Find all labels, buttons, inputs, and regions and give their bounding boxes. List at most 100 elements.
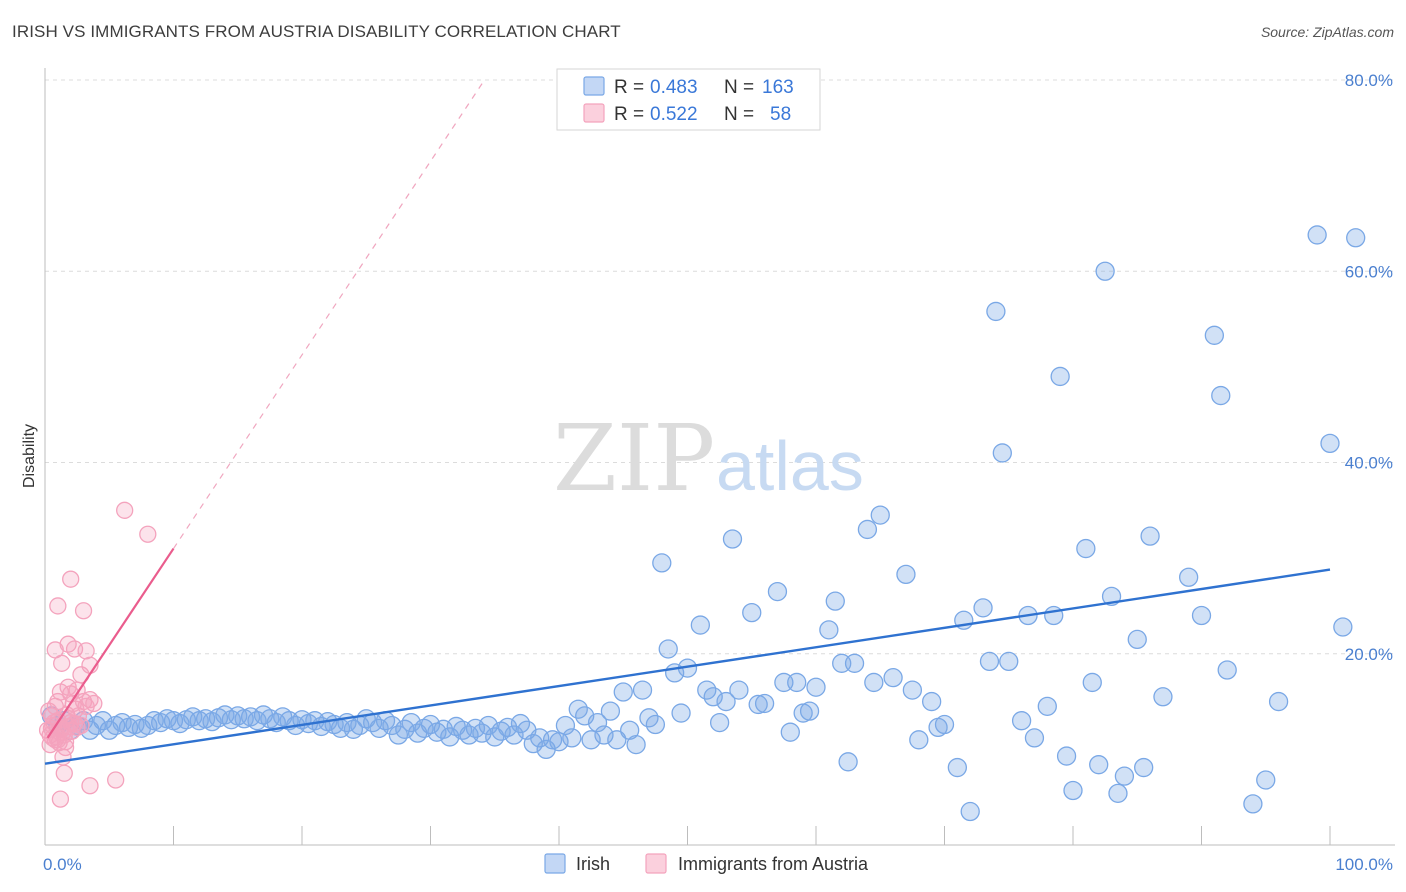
x-tick-labels: 0.0% 100.0%: [43, 855, 1393, 874]
point-irish-153: [1108, 783, 1128, 804]
point-austria-47: [74, 602, 93, 620]
point-irish-151: [1095, 261, 1115, 281]
point-irish-134: [960, 801, 980, 822]
point-irish-158: [1153, 687, 1173, 707]
watermark-zip: ZIP: [553, 405, 715, 512]
point-austria-41: [55, 764, 73, 782]
point-irish-112: [780, 722, 800, 742]
y-axis-label: Disability: [21, 424, 38, 488]
point-irish-89: [613, 682, 633, 702]
point-austria-48: [77, 642, 95, 660]
point-irish-120: [838, 752, 858, 772]
point-irish-143: [1037, 696, 1057, 716]
point-irish-131: [934, 714, 955, 735]
scatter-points: [38, 225, 1366, 822]
y-tick-label-3: 80.0%: [1345, 71, 1393, 90]
point-austria-53: [107, 771, 125, 789]
point-irish-122: [857, 519, 878, 540]
point-irish-117: [819, 620, 839, 640]
point-irish-137: [986, 301, 1006, 322]
point-irish-103: [709, 712, 730, 733]
legend-n-label-2: N =: [724, 104, 754, 125]
legend-n-value-1: 163: [762, 77, 794, 98]
chart-title: IRISH VS IMMIGRANTS FROM AUSTRIA DISABIL…: [12, 22, 621, 41]
trend-line-austria: [46, 547, 175, 739]
source-label: Source: ZipAtlas.com: [1260, 24, 1394, 40]
point-irish-96: [658, 639, 678, 659]
point-irish-108: [748, 694, 768, 715]
point-irish-110: [767, 581, 788, 602]
point-irish-148: [1076, 538, 1096, 559]
point-irish-127: [902, 680, 923, 700]
y-tick-label-0: 20.0%: [1345, 645, 1393, 664]
point-irish-124: [870, 505, 890, 525]
legend-n-label-1: N =: [724, 77, 754, 98]
point-austria-34: [72, 716, 90, 735]
x-tick-label-0: 0.0%: [43, 855, 82, 874]
legend-r-value-1: 0.483: [650, 77, 698, 98]
bottom-legend-irish: Irish: [576, 854, 610, 874]
point-irish-165: [1256, 770, 1276, 790]
point-irish-155: [1127, 629, 1147, 650]
point-irish-91: [626, 734, 646, 755]
point-irish-160: [1191, 605, 1212, 626]
point-irish-105: [722, 529, 743, 549]
point-irish-161: [1204, 325, 1224, 345]
point-irish-116: [806, 677, 826, 697]
point-irish-121: [844, 653, 865, 673]
watermark-atlas: atlas: [716, 427, 864, 505]
point-austria-40: [53, 654, 71, 672]
legend-n-value-2: 58: [770, 104, 791, 125]
point-irish-123: [864, 672, 884, 693]
point-austria-39: [49, 597, 67, 615]
point-irish-87: [600, 701, 621, 721]
point-irish-168: [1320, 433, 1340, 454]
legend-r-label-1: R =: [614, 77, 644, 98]
point-irish-80: [555, 715, 576, 736]
point-irish-100: [690, 615, 710, 635]
point-irish-167: [1307, 225, 1327, 245]
bottom-legend: Irish Immigrants from Austria: [544, 853, 869, 874]
point-irish-138: [992, 443, 1012, 463]
legend-swatch-austria: [583, 103, 605, 123]
point-irish-85: [587, 712, 608, 733]
axes: [44, 68, 1395, 846]
point-irish-170: [1346, 228, 1366, 248]
point-irish-149: [1082, 672, 1102, 693]
x-tick-label-1: 100.0%: [1335, 855, 1393, 874]
point-irish-98: [671, 703, 691, 723]
legend-r-value-2: 0.522: [650, 104, 698, 125]
point-irish-162: [1211, 385, 1231, 406]
trend-line-austria-extension: [173, 79, 485, 549]
point-irish-88: [607, 730, 627, 750]
point-irish-128: [909, 730, 929, 750]
point-irish-95: [652, 553, 672, 573]
point-irish-156: [1134, 757, 1154, 778]
point-irish-109: [754, 693, 775, 714]
point-irish-94: [645, 714, 666, 735]
point-irish-132: [947, 757, 967, 778]
point-austria-54: [116, 501, 134, 519]
point-irish-113: [787, 672, 807, 693]
point-irish-157: [1140, 526, 1160, 546]
grid: [45, 79, 1395, 655]
point-irish-129: [922, 691, 942, 712]
point-irish-140: [1011, 711, 1032, 731]
point-irish-125: [883, 668, 903, 688]
point-irish-139: [999, 651, 1019, 672]
point-irish-166: [1268, 691, 1289, 712]
y-tick-label-2: 60.0%: [1345, 262, 1393, 281]
point-irish-136: [979, 651, 1000, 672]
point-irish-164: [1243, 794, 1263, 814]
bottom-legend-austria: Immigrants from Austria: [678, 854, 869, 874]
point-austria-43: [62, 570, 80, 588]
point-irish-169: [1333, 617, 1353, 637]
legend-r-label-2: R =: [614, 104, 644, 125]
point-irish-106: [729, 680, 749, 700]
point-irish-135: [973, 598, 993, 618]
trend-line-irish: [44, 568, 1331, 765]
point-austria-51: [51, 790, 70, 808]
point-irish-118: [825, 591, 845, 611]
bottom-legend-swatch-austria: [645, 853, 667, 874]
